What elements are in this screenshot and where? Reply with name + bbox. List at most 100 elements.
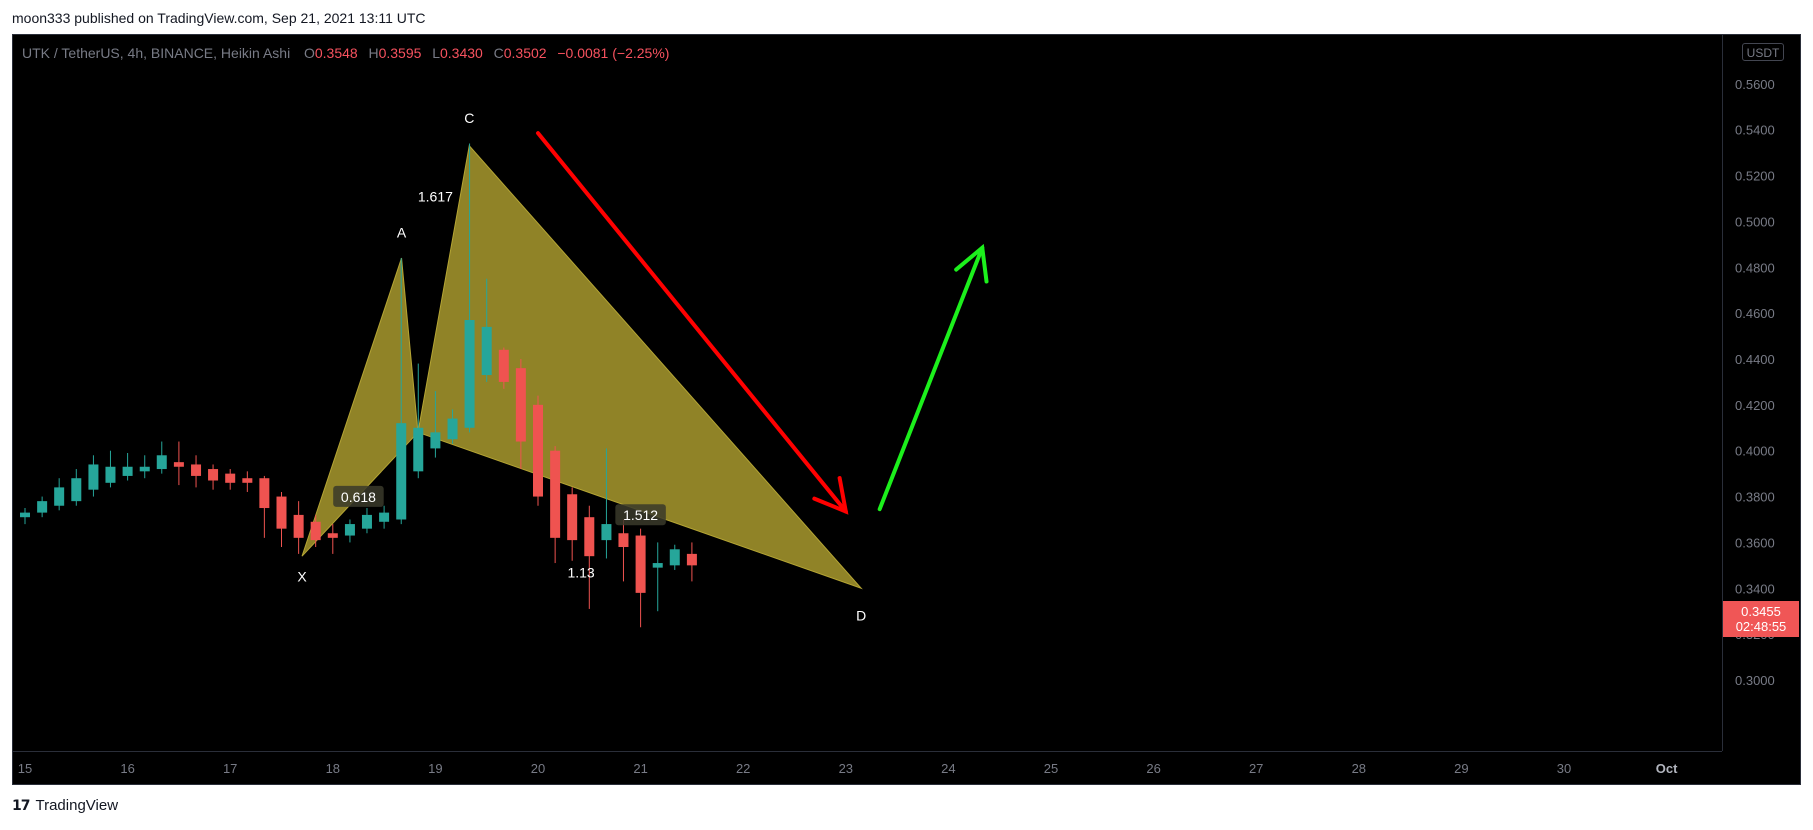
candle-body bbox=[54, 487, 65, 506]
candle-body bbox=[242, 478, 253, 483]
price-tick-label: 0.4200 bbox=[1735, 398, 1775, 413]
time-tick-label: 27 bbox=[1249, 761, 1263, 776]
candle-body bbox=[669, 549, 680, 566]
close-label: C bbox=[493, 45, 504, 61]
green-arrow-head bbox=[954, 243, 989, 284]
ratio-label: 1.13 bbox=[567, 565, 594, 581]
candle-body bbox=[139, 466, 150, 472]
candle-body bbox=[259, 478, 270, 509]
candle-body bbox=[498, 349, 509, 382]
last-price-value: 0.3455 bbox=[1741, 604, 1781, 619]
price-tick-label: 0.4600 bbox=[1735, 306, 1775, 321]
candle-body bbox=[71, 478, 82, 502]
time-tick-label: 19 bbox=[428, 761, 442, 776]
high-value: 0.3595 bbox=[378, 45, 422, 61]
red-arrow-head bbox=[812, 476, 849, 515]
time-tick-label: 18 bbox=[326, 761, 340, 776]
pattern-point-label: A bbox=[397, 224, 407, 240]
candle-body bbox=[208, 469, 219, 481]
price-tick-label: 0.4400 bbox=[1735, 352, 1775, 367]
green-arrow-shaft bbox=[877, 245, 985, 512]
price-tick-label: 0.5200 bbox=[1735, 169, 1775, 184]
candle-body bbox=[652, 563, 663, 568]
candle-body bbox=[105, 466, 116, 483]
time-tick-label: 30 bbox=[1557, 761, 1571, 776]
candle-body bbox=[430, 432, 441, 449]
candle-body bbox=[618, 533, 629, 548]
candle-body bbox=[601, 524, 612, 541]
candle-body bbox=[481, 326, 492, 376]
time-tick-label: 20 bbox=[531, 761, 545, 776]
high-label: H bbox=[368, 45, 379, 61]
candle-body bbox=[635, 535, 646, 593]
published-header: moon333 published on TradingView.com, Se… bbox=[12, 10, 426, 26]
candle-body bbox=[156, 455, 167, 470]
price-tick-label: 0.4800 bbox=[1735, 260, 1775, 275]
candle-body bbox=[88, 464, 99, 490]
price-axis[interactable] bbox=[1722, 34, 1802, 751]
price-tick-label: 0.3600 bbox=[1735, 535, 1775, 550]
candle-body bbox=[686, 553, 697, 566]
time-axis[interactable] bbox=[12, 751, 1722, 786]
low-label: L bbox=[432, 45, 440, 61]
price-tick-label: 0.3400 bbox=[1735, 581, 1775, 596]
candle-body bbox=[584, 517, 595, 557]
candle-body bbox=[447, 418, 458, 440]
pattern-point-label: C bbox=[464, 110, 474, 126]
symbol-legend: UTK / TetherUS, 4h, BINANCE, Heikin Ashi… bbox=[22, 45, 669, 61]
close-value: 0.3502 bbox=[503, 45, 547, 61]
open-label: O bbox=[303, 45, 315, 61]
candle-body bbox=[361, 514, 372, 529]
candle-body bbox=[293, 514, 304, 538]
time-tick-label: 17 bbox=[223, 761, 237, 776]
ratio-label: 1.512 bbox=[623, 507, 658, 523]
time-tick-label: 24 bbox=[941, 761, 955, 776]
candle-body bbox=[191, 464, 202, 476]
pattern-point-label: D bbox=[856, 607, 866, 623]
chart-panel[interactable] bbox=[12, 34, 1801, 785]
candle-body bbox=[396, 423, 407, 520]
footer-brand[interactable]: 17 TradingView bbox=[12, 797, 118, 814]
time-tick-label: 28 bbox=[1352, 761, 1366, 776]
candle-body bbox=[310, 521, 321, 541]
candle-body bbox=[413, 427, 424, 472]
time-tick-label: 16 bbox=[120, 761, 134, 776]
ratio-label-box bbox=[333, 485, 384, 507]
change-value: −0.0081 (−2.25%) bbox=[557, 45, 670, 61]
low-value: 0.3430 bbox=[440, 45, 483, 61]
candle-body bbox=[379, 512, 390, 522]
ratio-label: 0.618 bbox=[341, 489, 376, 505]
symbol-title: UTK / TetherUS, 4h, BINANCE, Heikin Ashi bbox=[22, 45, 291, 61]
time-tick-label: 23 bbox=[839, 761, 853, 776]
footer-brand-name: TradingView bbox=[35, 797, 119, 814]
time-tick-label: 21 bbox=[633, 761, 647, 776]
candle-body bbox=[276, 496, 287, 529]
price-tick-label: 0.3800 bbox=[1735, 490, 1775, 505]
price-tick-label: 0.3000 bbox=[1735, 673, 1775, 688]
red-arrow-shaft bbox=[536, 131, 848, 514]
price-tick-label: 0.4000 bbox=[1735, 444, 1775, 459]
time-tick-label: 22 bbox=[736, 761, 750, 776]
candle-body bbox=[515, 368, 526, 442]
time-tick-label: 15 bbox=[18, 761, 32, 776]
ratio-label-box bbox=[615, 504, 666, 526]
candle-body bbox=[327, 533, 338, 538]
candle-body bbox=[173, 462, 184, 467]
candle-body bbox=[344, 524, 355, 536]
candle-body bbox=[20, 512, 30, 518]
time-tick-label: 25 bbox=[1044, 761, 1058, 776]
price-tick-label: 0.5000 bbox=[1735, 214, 1775, 229]
currency-selector[interactable]: USDT bbox=[1742, 43, 1784, 61]
candle-body bbox=[122, 466, 133, 476]
time-tick-label: 26 bbox=[1146, 761, 1160, 776]
ratio-label: 1.617 bbox=[418, 188, 453, 204]
candle-body bbox=[567, 494, 578, 541]
candle-body bbox=[225, 473, 236, 483]
tradingview-logo-icon: 17 bbox=[12, 797, 31, 814]
bar-countdown: 02:48:55 bbox=[1735, 619, 1787, 634]
last-price-label: 0.3455 02:48:55 bbox=[1723, 601, 1799, 637]
pattern-point-label: X bbox=[297, 568, 307, 584]
time-tick-label: Oct bbox=[1656, 761, 1678, 776]
candle-body bbox=[37, 501, 48, 513]
